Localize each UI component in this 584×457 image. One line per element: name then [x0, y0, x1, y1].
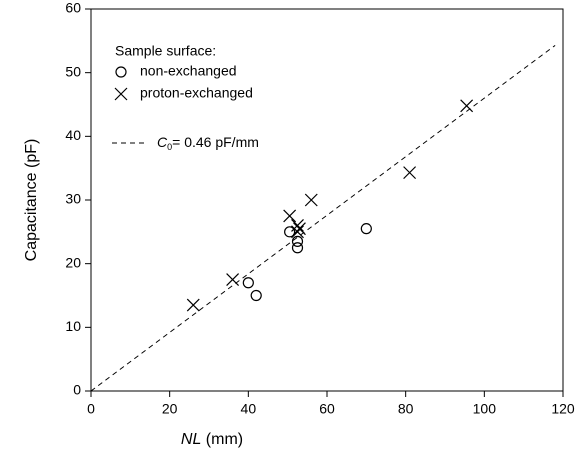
point: [291, 225, 304, 239]
point: [186, 298, 200, 312]
x-tick-label: 20: [162, 401, 178, 417]
y-tick-label: 20: [65, 254, 81, 270]
fit-label-sub: 0: [167, 142, 172, 152]
point: [291, 219, 304, 232]
legend-fit-label: C0= 0.46 pF/mm: [157, 134, 259, 153]
x-label-rest: (mm): [206, 431, 243, 448]
point: [284, 226, 296, 238]
y-tick-label: 60: [65, 0, 81, 16]
y-tick-label: 10: [65, 318, 81, 334]
point: [304, 193, 318, 207]
y-tick-label: 40: [65, 127, 81, 143]
legend-marker: [114, 87, 128, 101]
point: [403, 166, 417, 180]
x-tick-label: 40: [241, 401, 257, 417]
fit-label-italic: C: [157, 134, 168, 150]
y-tick-label: 0: [73, 382, 81, 398]
point: [226, 273, 240, 287]
x-tick-label: 120: [551, 401, 575, 417]
y-tick-label: 30: [65, 191, 81, 207]
y-axis-label: Capacitance (pF): [23, 139, 40, 262]
x-tick-label: 100: [473, 401, 497, 417]
legend-label: proton-exchanged: [140, 85, 253, 101]
fit-line: [90, 45, 556, 392]
point: [283, 209, 297, 223]
x-tick-label: 0: [87, 401, 95, 417]
x-axis-label: NL (mm): [181, 431, 243, 448]
point: [291, 235, 304, 247]
x-label-italic: NL: [181, 431, 201, 448]
point: [242, 277, 254, 289]
legend-label: non-exchanged: [140, 63, 237, 79]
x-tick-label: 60: [319, 401, 335, 417]
legend-title: Sample surface:: [115, 43, 216, 59]
y-tick-label: 50: [65, 63, 81, 79]
x-tick-label: 80: [398, 401, 414, 417]
point: [250, 289, 262, 302]
point: [460, 99, 474, 113]
point: [360, 223, 372, 235]
point: [293, 222, 306, 236]
fit-label-rest: = 0.46 pF/mm: [172, 134, 259, 150]
legend-marker: [115, 66, 127, 78]
point: [291, 242, 304, 254]
